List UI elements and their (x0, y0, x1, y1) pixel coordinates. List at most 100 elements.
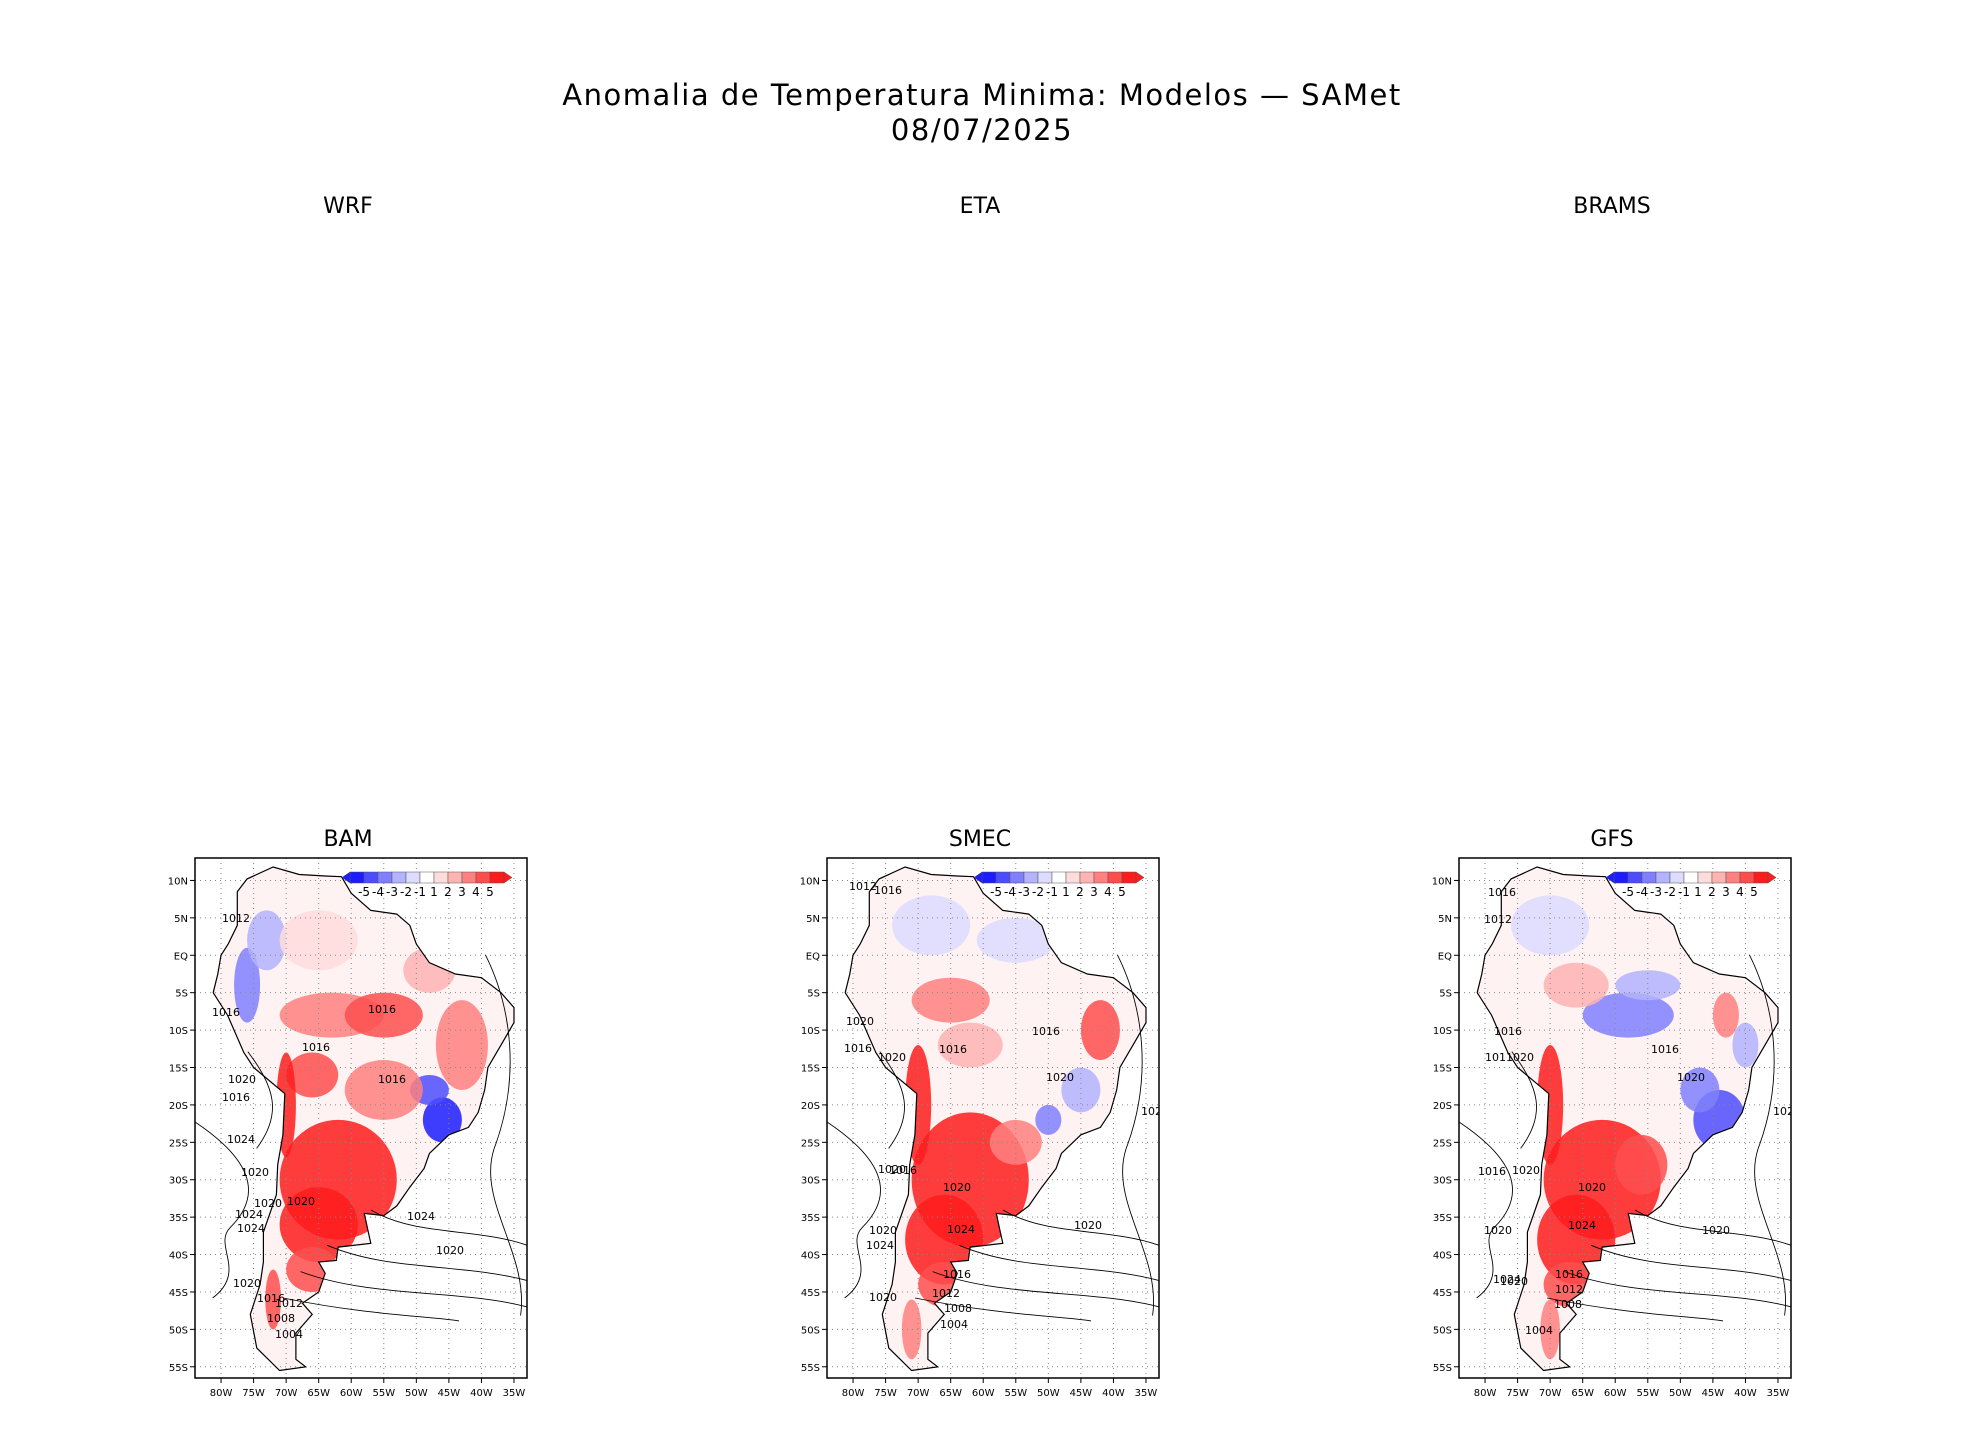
isobar-label: 1016 (1488, 886, 1516, 899)
colorbar: -5 -4 -3 -2 -1 1 2 3 4 5 (341, 871, 513, 899)
isobar-label: 1024 (237, 1222, 265, 1235)
colorbar-swatch (363, 871, 379, 884)
graticule (827, 858, 1159, 1378)
isobars (195, 954, 527, 1322)
lat-tick-label: 20S (1433, 1101, 1452, 1112)
anomaly-patch (937, 1022, 1003, 1068)
colorbar-label: 1 (1062, 885, 1070, 899)
anomaly-patch (279, 910, 358, 971)
isobar-label: 1020 (241, 1166, 269, 1179)
lat-tick-label: 15S (801, 1063, 820, 1074)
colorbar-swatch (433, 871, 449, 884)
panel-title-smec: SMEC (948, 827, 1012, 852)
anomaly-patch (1511, 895, 1590, 956)
isobar-label: 1020 (878, 1051, 906, 1064)
map-panel-bam: 1012 1016 1016 1016 1020 1016 1016 1024 1020 1020… (150, 852, 540, 1406)
axes: 10N 5N EQ 5S 10S 15S 20S 25S 30S 35S 40S 45S 50S 55S 8… (1432, 876, 1790, 1399)
colorbar-swatch (419, 871, 435, 884)
lat-tick-label: 45S (1433, 1288, 1452, 1299)
colorbar-swatch (1641, 871, 1657, 884)
colorbar-swatch (405, 871, 421, 884)
colorbar-swatch (1697, 871, 1713, 884)
anomaly-patch (1712, 992, 1739, 1038)
anomaly-patch (422, 1097, 462, 1143)
lat-tick-label: 25S (1433, 1138, 1452, 1149)
lon-tick-label: 55W (1004, 1388, 1027, 1399)
colorbar-swatch (1023, 871, 1039, 884)
colorbar-label: 2 (1708, 885, 1716, 899)
colorbar-label: 2 (1076, 885, 1084, 899)
lon-tick-label: 80W (210, 1388, 233, 1399)
colorbar-label: 4 (472, 885, 480, 899)
colorbar-swatch (1739, 871, 1755, 884)
colorbar-arrow-low (341, 871, 351, 884)
lon-tick-label: 50W (405, 1388, 428, 1399)
lat-tick-label: 50S (801, 1325, 820, 1336)
colorbar-label: -5 (990, 885, 1002, 899)
lon-tick-label: 70W (907, 1388, 930, 1399)
lat-tick-label: 40S (801, 1251, 820, 1262)
anomaly-patch (344, 992, 423, 1038)
isobar-label: 1020 (846, 1015, 874, 1028)
coastline (212, 866, 515, 1372)
colorbar-swatch (1655, 871, 1671, 884)
isobar-label: 1004 (940, 1318, 968, 1331)
anomaly-patch (1080, 1000, 1120, 1061)
colorbar-arrow-high (503, 871, 513, 884)
isobar-label: 1020 (1046, 1071, 1074, 1084)
colorbar-arrow-high (1135, 871, 1145, 884)
isobar-label: 1016 (257, 1292, 285, 1305)
lon-tick-label: 80W (842, 1388, 865, 1399)
isobar-label: 1020 (1578, 1181, 1606, 1194)
map-bam: 1012101610161016102010161016102410201020… (168, 857, 528, 1399)
lon-tick-label: 60W (1604, 1388, 1627, 1399)
colorbar-label: -1 (1678, 885, 1690, 899)
colorbar-arrow-high (1767, 871, 1777, 884)
panel-title-eta: ETA (959, 194, 1001, 219)
isobar-label: 1024 (1493, 1273, 1521, 1286)
isobar-label: 1020 (943, 1181, 971, 1194)
isobar-label: 1016 (222, 1091, 250, 1104)
lon-tick-label: 65W (307, 1388, 330, 1399)
colorbar: -5 -4 -3 -2 -1 1 2 3 4 5 (973, 871, 1145, 899)
lon-tick-label: 55W (1636, 1388, 1659, 1399)
colorbar-swatch (349, 871, 365, 884)
lat-tick-label: 40S (1433, 1251, 1452, 1262)
lon-tick-label: 60W (972, 1388, 995, 1399)
colorbar-label: 3 (1722, 885, 1730, 899)
map-panel-gfs: 1016 1012 1016 1011020 1016 1020 1024 1016 1020 1… (1414, 852, 1804, 1406)
lat-tick-label: 25S (169, 1138, 188, 1149)
isobar-label: 1024 (1773, 1105, 1801, 1118)
isobar-label: 1020 (878, 1163, 906, 1176)
anomaly-patch (989, 1119, 1042, 1165)
isobar-label: 1020 (436, 1244, 464, 1257)
colorbar-swatch (447, 871, 463, 884)
colorbar-label: 2 (444, 885, 452, 899)
isobar-label: 1011020 (1485, 1051, 1534, 1064)
panel-title-bam: BAM (323, 827, 373, 852)
colorbar-arrow-low (973, 871, 983, 884)
isobar-label: 1008 (944, 1302, 972, 1315)
isobar-label: 1024 (947, 1223, 975, 1236)
lat-tick-label: 10N (168, 876, 188, 887)
isobar-label: 1008 (267, 1312, 295, 1325)
anomaly-patch (1543, 962, 1609, 1008)
lat-tick-label: 20S (169, 1101, 188, 1112)
isobar-label: 1016 (1555, 1268, 1583, 1281)
panel-title-brams: BRAMS (1573, 194, 1651, 219)
lat-tick-label: 30S (801, 1176, 820, 1187)
colorbar-swatch (995, 871, 1011, 884)
colorbar-swatch (391, 871, 407, 884)
isobar-label: 1020 (1702, 1224, 1730, 1237)
lat-tick-label: 15S (169, 1063, 188, 1074)
lat-tick-label: 35S (801, 1213, 820, 1224)
colorbar-swatch (1051, 871, 1067, 884)
lon-tick-label: 65W (939, 1388, 962, 1399)
isobar-label: 1016 (1478, 1165, 1506, 1178)
isobar-label: 1016 (943, 1268, 971, 1281)
colorbar-swatch (1107, 871, 1123, 884)
lon-tick-label: 35W (503, 1388, 526, 1399)
